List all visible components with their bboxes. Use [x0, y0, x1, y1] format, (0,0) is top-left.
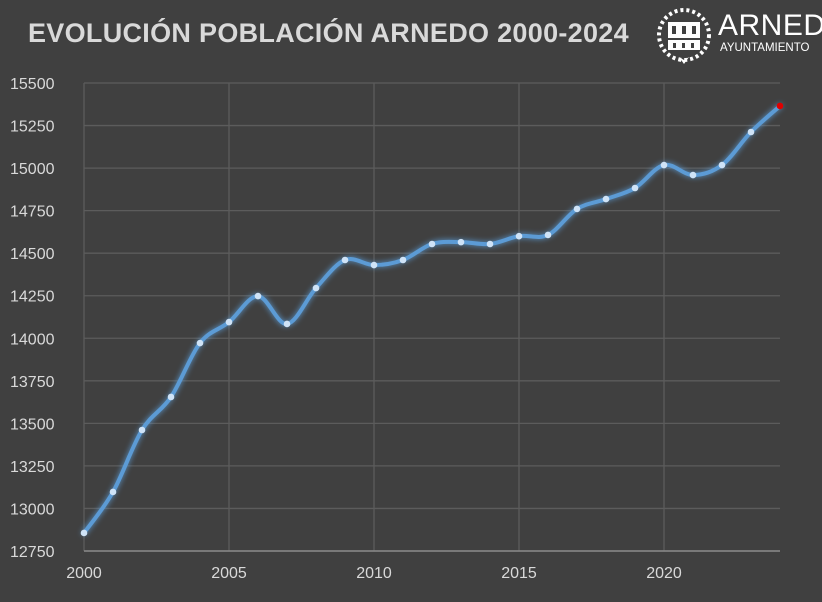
- data-point: [196, 339, 204, 347]
- data-point: [167, 393, 175, 401]
- coat-of-arms-icon: [657, 8, 711, 64]
- data-point: [138, 426, 146, 434]
- data-point: [660, 161, 668, 169]
- data-point: [573, 205, 581, 213]
- logo-subtitle: AYUNTAMIENTO: [720, 42, 810, 54]
- arnedo-logo: ARNEDO AYUNTAMIENTO: [654, 4, 822, 66]
- y-tick-label: 13500: [10, 416, 55, 433]
- y-tick-label: 14000: [10, 331, 55, 348]
- y-tick-label: 14750: [10, 204, 55, 221]
- x-tick-label: 2020: [646, 565, 682, 582]
- data-point: [747, 128, 755, 136]
- data-point: [631, 184, 639, 192]
- data-point: [457, 238, 465, 246]
- y-tick-label: 14250: [10, 289, 55, 306]
- x-tick-label: 2010: [356, 565, 392, 582]
- data-point: [341, 256, 349, 264]
- data-point: [718, 161, 726, 169]
- x-tick-label: 2015: [501, 565, 537, 582]
- y-tick-label: 15000: [10, 161, 55, 178]
- data-point: [544, 231, 552, 239]
- logo-name: ARNEDO: [718, 9, 822, 42]
- data-point: [689, 171, 697, 179]
- chart-title: EVOLUCIÓN POBLACIÓN ARNEDO 2000-2024: [28, 18, 629, 48]
- y-tick-label: 12750: [10, 544, 55, 561]
- data-point: [486, 240, 494, 248]
- y-tick-label: 14500: [10, 246, 55, 263]
- data-point: [602, 195, 610, 203]
- y-tick-label: 15500: [10, 76, 55, 93]
- last-data-point: [776, 102, 784, 110]
- y-tick-label: 15250: [10, 119, 55, 136]
- data-point: [370, 261, 378, 269]
- data-point: [283, 320, 291, 328]
- data-point: [254, 292, 262, 300]
- y-tick-label: 13750: [10, 374, 55, 391]
- data-point: [515, 232, 523, 240]
- data-point: [80, 529, 88, 537]
- data-point: [225, 318, 233, 326]
- data-point: [399, 256, 407, 264]
- data-point: [109, 488, 117, 496]
- y-tick-label: 13000: [10, 501, 55, 518]
- series-line: [82, 103, 782, 535]
- y-tick-label: 13250: [10, 459, 55, 476]
- data-point: [312, 284, 320, 292]
- x-tick-label: 2005: [211, 565, 247, 582]
- x-tick-label: 2000: [66, 565, 102, 582]
- data-point: [428, 240, 436, 248]
